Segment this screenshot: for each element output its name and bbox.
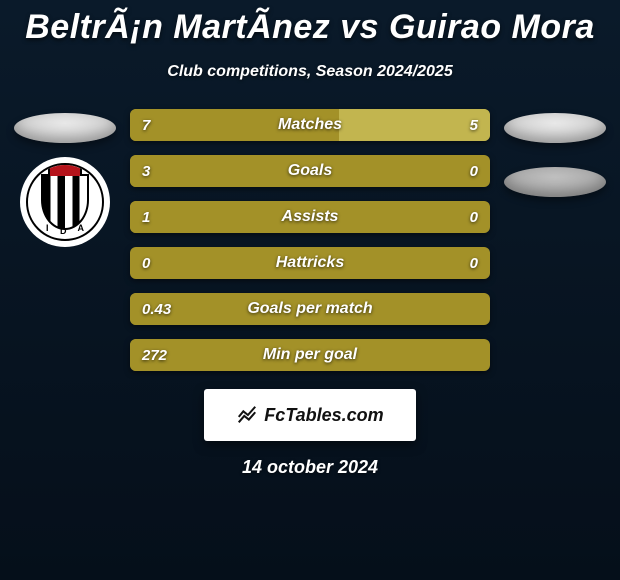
stat-row: 10Assists [130,201,490,233]
bar-left-fill [130,201,393,233]
bar-left-fill [130,155,393,187]
page-title: BeltrÃ¡n MartÃ­nez vs Guirao Mora [0,0,620,47]
bar-left-fill [130,293,472,325]
merida-badge: M E R I D A [20,157,110,247]
right-club-oval-2 [504,167,606,197]
left-side: M E R I D A [10,109,120,371]
stat-bars: 75Matches 30Goals 10Assists 00Hattricks 0.43… [130,109,490,371]
bar-left-fill [130,339,472,371]
brand-suffix: Tables.com [285,405,383,425]
stat-row: 75Matches [130,109,490,141]
brand-text: FcTables.com [264,405,383,426]
comparison-content: M E R I D A 75Matches 30Goals 10Assists 00H… [0,109,620,371]
bar-left-fill [130,109,339,141]
footer-date: 14 october 2024 [0,457,620,478]
brand-box: FcTables.com [204,389,416,441]
stat-row: 272Min per goal [130,339,490,371]
bar-background [130,247,490,279]
stat-row: 0.43Goals per match [130,293,490,325]
left-club-oval [14,113,116,143]
chart-icon [236,404,258,426]
page-subtitle: Club competitions, Season 2024/2025 [0,63,620,81]
bar-right-fill [339,109,490,141]
stat-row: 00Hattricks [130,247,490,279]
stat-row: 30Goals [130,155,490,187]
brand-prefix: Fc [264,405,285,425]
right-side [500,109,610,371]
right-club-oval-1 [504,113,606,143]
